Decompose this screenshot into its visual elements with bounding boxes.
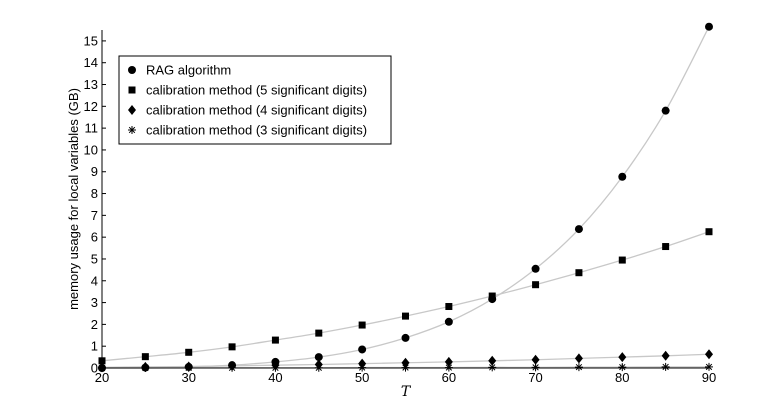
y-tick-label: 13 bbox=[84, 77, 98, 92]
legend-marker-3 bbox=[128, 105, 136, 115]
y-tick-label: 6 bbox=[91, 230, 98, 245]
data-point-series-2 bbox=[141, 353, 149, 361]
y-tick-label: 14 bbox=[84, 55, 98, 70]
legend-marker-1 bbox=[128, 66, 136, 74]
data-point-series-3 bbox=[618, 352, 627, 363]
y-tick-label: 8 bbox=[91, 186, 98, 201]
data-point-series-2 bbox=[488, 292, 496, 300]
data-point-series-1 bbox=[358, 345, 367, 354]
y-tick-label: 2 bbox=[91, 317, 98, 332]
x-tick-label: 60 bbox=[442, 370, 456, 385]
x-tick-label: 80 bbox=[615, 370, 629, 385]
data-point-series-3 bbox=[444, 356, 453, 367]
star-stroke bbox=[128, 126, 136, 134]
legend-label-4: calibration method (3 significant digits… bbox=[146, 123, 367, 138]
y-tick-label: 1 bbox=[91, 339, 98, 354]
legend-box bbox=[118, 55, 392, 145]
legend-label-1: RAG algorithm bbox=[146, 63, 231, 78]
data-point-series-3 bbox=[488, 355, 497, 366]
data-point-series-1 bbox=[314, 353, 323, 362]
legend-label-3: calibration method (4 significant digits… bbox=[146, 103, 367, 118]
y-tick-label: 4 bbox=[91, 273, 98, 288]
data-point-series-2 bbox=[445, 303, 453, 311]
data-point-series-1 bbox=[661, 106, 670, 115]
data-point-series-2 bbox=[315, 329, 323, 337]
data-point-series-3 bbox=[574, 353, 583, 364]
y-tick-label: 11 bbox=[85, 121, 99, 136]
x-tick-label: 30 bbox=[181, 370, 195, 385]
legend-marker-2 bbox=[128, 86, 136, 94]
y-tick-label: 5 bbox=[91, 251, 98, 266]
x-axis-label: T bbox=[401, 384, 412, 400]
data-point-series-1 bbox=[574, 225, 583, 234]
data-point-series-2 bbox=[358, 321, 366, 329]
y-tick-label: 7 bbox=[91, 208, 98, 223]
x-tick-label: 70 bbox=[528, 370, 542, 385]
y-axis-label: memory usage for local variables (GB) bbox=[66, 88, 81, 310]
y-tick-label: 12 bbox=[84, 99, 98, 114]
data-point-series-2 bbox=[532, 281, 540, 289]
data-point-series-4 bbox=[661, 362, 670, 371]
x-tick-label: 90 bbox=[702, 370, 716, 385]
data-point-series-3 bbox=[531, 354, 540, 365]
y-tick-label: 15 bbox=[84, 33, 98, 48]
data-point-series-3 bbox=[705, 349, 713, 360]
data-point-series-2 bbox=[228, 343, 236, 351]
data-point-series-1 bbox=[444, 317, 453, 326]
data-point-series-2 bbox=[575, 269, 583, 277]
legend-marker-4 bbox=[128, 126, 136, 134]
y-tick-label: 3 bbox=[91, 295, 98, 310]
y-tick-label: 10 bbox=[84, 142, 98, 157]
data-point-series-2 bbox=[402, 312, 409, 320]
data-point-series-2 bbox=[705, 228, 713, 236]
data-point-series-1 bbox=[531, 264, 540, 273]
data-point-series-4 bbox=[574, 363, 583, 372]
legend-label-2: calibration method (5 significant digits… bbox=[146, 83, 367, 98]
data-point-series-4 bbox=[488, 363, 497, 372]
star-stroke bbox=[575, 363, 583, 371]
data-point-series-3 bbox=[661, 350, 670, 361]
x-tick-label: 40 bbox=[268, 370, 282, 385]
data-point-series-2 bbox=[662, 243, 670, 251]
star-stroke bbox=[489, 364, 496, 371]
data-point-series-2 bbox=[618, 256, 626, 264]
data-point-series-1 bbox=[618, 172, 627, 181]
data-point-series-2 bbox=[271, 336, 279, 344]
y-tick-label: 9 bbox=[91, 164, 98, 179]
x-tick-label: 20 bbox=[95, 370, 109, 385]
data-point-series-1 bbox=[705, 22, 713, 31]
y-tick-label: 0 bbox=[91, 361, 98, 376]
legend: RAG algorithm calibration method (5 signi… bbox=[118, 55, 392, 145]
data-point-series-2 bbox=[185, 348, 193, 356]
star-stroke bbox=[662, 363, 669, 371]
data-point-series-1 bbox=[401, 333, 410, 342]
x-tick-label: 50 bbox=[355, 370, 369, 385]
